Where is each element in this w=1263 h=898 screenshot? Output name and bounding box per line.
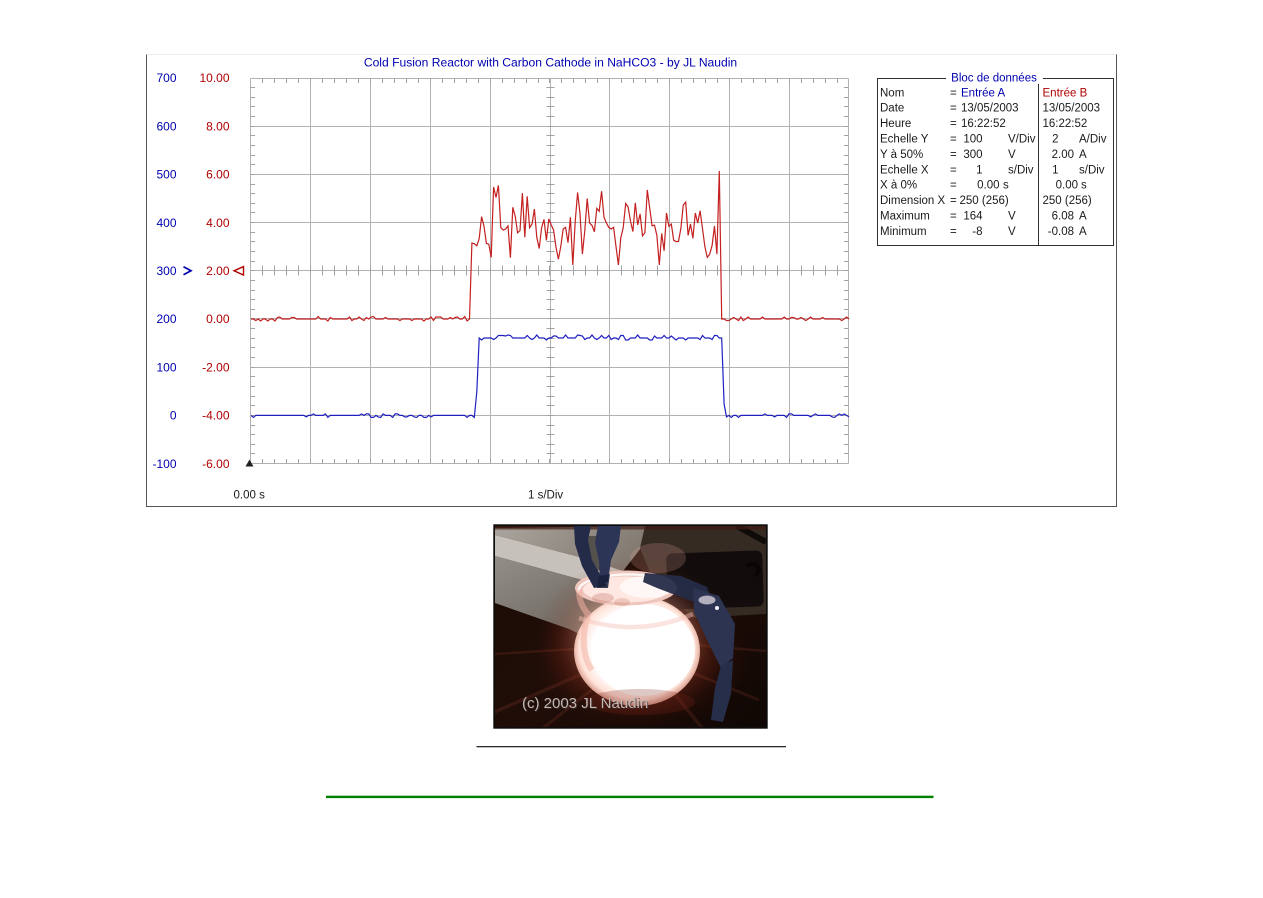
svg-text:A: A xyxy=(1079,149,1087,161)
svg-text:=: = xyxy=(950,149,957,161)
svg-text:-8: -8 xyxy=(972,226,982,238)
svg-text:Entrée B: Entrée B xyxy=(1043,87,1088,99)
svg-text:250 (256): 250 (256) xyxy=(1043,195,1092,207)
svg-text:2.00: 2.00 xyxy=(206,264,230,278)
svg-text:Date: Date xyxy=(880,103,904,115)
svg-text:A: A xyxy=(1079,226,1087,238)
svg-text:V/Div: V/Div xyxy=(1008,134,1036,146)
svg-text:s/Div: s/Div xyxy=(1008,164,1034,176)
svg-text:-6.00: -6.00 xyxy=(202,457,230,471)
svg-text:6.00: 6.00 xyxy=(206,168,230,182)
svg-text:Echelle Y: Echelle Y xyxy=(880,134,929,146)
svg-text:0.00 s: 0.00 s xyxy=(234,490,266,502)
svg-text:300: 300 xyxy=(963,149,982,161)
svg-text:700: 700 xyxy=(156,71,176,85)
svg-text:s: s xyxy=(1081,180,1087,192)
svg-text:0.00: 0.00 xyxy=(1056,180,1078,192)
svg-text:Echelle X: Echelle X xyxy=(880,164,929,176)
svg-text:2: 2 xyxy=(1052,134,1058,146)
svg-text:=: = xyxy=(950,87,957,99)
svg-text:100: 100 xyxy=(156,360,176,374)
svg-text:Nom: Nom xyxy=(880,87,904,99)
svg-text:400: 400 xyxy=(156,216,176,230)
svg-text:Y à 50%: Y à 50% xyxy=(880,149,923,161)
svg-text:V: V xyxy=(1008,211,1016,223)
svg-text:500: 500 xyxy=(156,168,176,182)
svg-text:16:22:52: 16:22:52 xyxy=(1043,118,1088,130)
svg-text:=: = xyxy=(950,134,957,146)
svg-text:2.00: 2.00 xyxy=(1052,149,1074,161)
svg-text:(c) 2003 JL Naudin: (c) 2003 JL Naudin xyxy=(522,695,648,712)
svg-text:=: = xyxy=(950,164,957,176)
svg-text:Cold Fusion Reactor with Carbo: Cold Fusion Reactor with Carbon Cathode … xyxy=(364,56,737,70)
svg-text:Bloc de données: Bloc de données xyxy=(951,73,1037,85)
svg-text:=: = xyxy=(950,211,957,223)
svg-text:A/Div: A/Div xyxy=(1079,134,1107,146)
svg-text:200: 200 xyxy=(156,312,176,326)
svg-text:-0.08: -0.08 xyxy=(1048,226,1074,238)
svg-text:Maximum: Maximum xyxy=(880,211,930,223)
svg-text:s: s xyxy=(1003,180,1009,192)
svg-text:1: 1 xyxy=(1052,164,1058,176)
svg-text:0: 0 xyxy=(170,409,177,423)
svg-text:10.00: 10.00 xyxy=(199,71,229,85)
svg-text:(c) 2003 JL Naudin: (c) 2003 JL Naudin xyxy=(523,696,649,713)
svg-text:V: V xyxy=(1008,226,1016,238)
svg-text:600: 600 xyxy=(156,119,176,133)
svg-text:-100: -100 xyxy=(152,457,176,471)
svg-text:=: = xyxy=(950,195,957,207)
svg-text:Dimension X: Dimension X xyxy=(880,195,946,207)
svg-text:1: 1 xyxy=(976,164,982,176)
svg-text:13/05/2003: 13/05/2003 xyxy=(1043,103,1101,115)
svg-text:250 (256): 250 (256) xyxy=(960,195,1009,207)
svg-text:8.00: 8.00 xyxy=(206,119,230,133)
svg-text:=: = xyxy=(950,118,957,130)
svg-text:100: 100 xyxy=(963,134,982,146)
svg-text:X à 0%: X à 0% xyxy=(880,180,917,192)
svg-text:Entrée A: Entrée A xyxy=(961,87,1005,99)
svg-text:0.00: 0.00 xyxy=(206,312,230,326)
svg-text:1 s/Div: 1 s/Div xyxy=(528,490,563,502)
svg-text:13/05/2003: 13/05/2003 xyxy=(961,103,1019,115)
svg-text:=: = xyxy=(950,180,957,192)
svg-text:164: 164 xyxy=(963,211,983,223)
svg-text:Heure: Heure xyxy=(880,118,911,130)
svg-text:4.00: 4.00 xyxy=(206,216,230,230)
svg-text:0.00: 0.00 xyxy=(977,180,999,192)
svg-text:V: V xyxy=(1008,149,1016,161)
svg-text:-4.00: -4.00 xyxy=(202,409,230,423)
svg-text:Minimum: Minimum xyxy=(880,226,927,238)
svg-text:=: = xyxy=(950,226,957,238)
svg-text:6.08: 6.08 xyxy=(1052,211,1074,223)
svg-text:16:22:52: 16:22:52 xyxy=(961,118,1006,130)
svg-text:300: 300 xyxy=(156,264,176,278)
svg-text:-2.00: -2.00 xyxy=(202,360,230,374)
svg-text:s/Div: s/Div xyxy=(1079,164,1105,176)
svg-text:=: = xyxy=(950,103,957,115)
svg-text:A: A xyxy=(1079,211,1087,223)
